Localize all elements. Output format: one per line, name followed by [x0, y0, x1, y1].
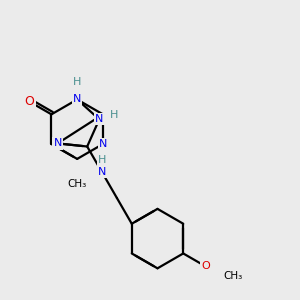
Text: N: N	[73, 94, 81, 104]
Text: O: O	[25, 95, 34, 108]
Text: N: N	[98, 167, 106, 177]
Text: H: H	[98, 155, 106, 165]
Text: N: N	[95, 114, 103, 124]
Text: CH₃: CH₃	[68, 179, 87, 189]
Text: CH₃: CH₃	[223, 271, 242, 281]
Text: N: N	[53, 138, 62, 148]
Text: H: H	[73, 76, 81, 87]
Text: O: O	[202, 261, 210, 271]
Text: N: N	[99, 139, 107, 149]
Text: H: H	[110, 110, 118, 120]
